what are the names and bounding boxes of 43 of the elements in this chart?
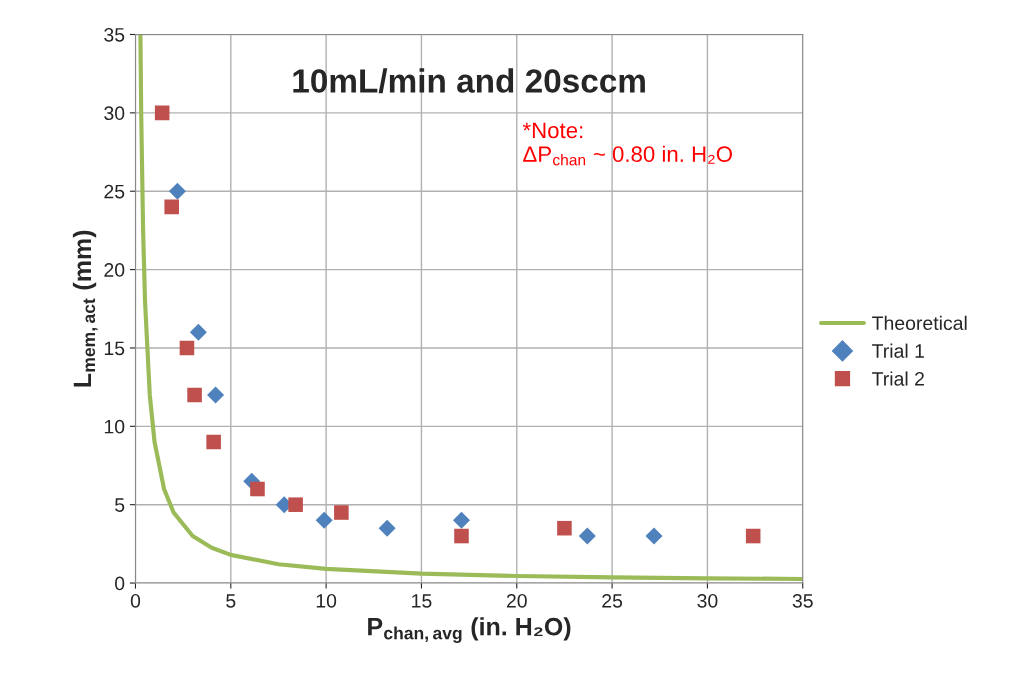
legend-label: Trial 2 [872,371,924,386]
point [154,105,170,121]
point [378,519,396,537]
point [207,386,225,404]
x-tick-label: 5 [226,594,236,608]
x-tick-label: 20 [506,593,527,608]
point [250,481,265,497]
point [164,199,179,215]
x-tick-label: 30 [697,593,718,608]
line-series [138,34,803,582]
x-tick-label: 25 [602,593,623,608]
point [452,511,470,529]
point [189,323,207,341]
y-tick-label: 0 [115,576,125,591]
y-tick-label: 5 [115,498,125,512]
y-tick-label: 25 [104,184,125,199]
y-tick-label: 15 [104,341,125,356]
point [745,528,761,544]
point [454,528,469,544]
legend-label: Trial 1 [872,343,924,358]
point [206,434,221,450]
x-tick-label: 0 [130,593,141,608]
point [334,505,349,520]
x-tick-label: 15 [412,594,432,608]
legend-label: Theoretical [872,315,967,331]
point [578,527,596,545]
y-tick-label: 20 [104,263,125,277]
x-tick-label: 10 [316,593,337,608]
point [187,387,202,403]
annotation: *Note: ΔP$_{chan}$ ~ 0.80 in. H₂O [522,122,732,166]
x-tick-label: 35 [792,593,813,608]
y-tick-label: 30 [104,106,125,121]
point [179,340,195,356]
point [315,511,333,529]
x-axis-title: P$_{chan,avg}$ (in. H₂O) [368,617,571,643]
point [288,497,303,512]
point [645,527,663,545]
text: 10mL/min and 20sccm [293,68,645,94]
point [168,182,186,200]
point [557,520,572,536]
y-tick-label: 10 [104,419,125,434]
y-axis-title: L$_{mem,act}$ (mm) [72,230,98,387]
y-tick-label: 35 [104,27,125,42]
